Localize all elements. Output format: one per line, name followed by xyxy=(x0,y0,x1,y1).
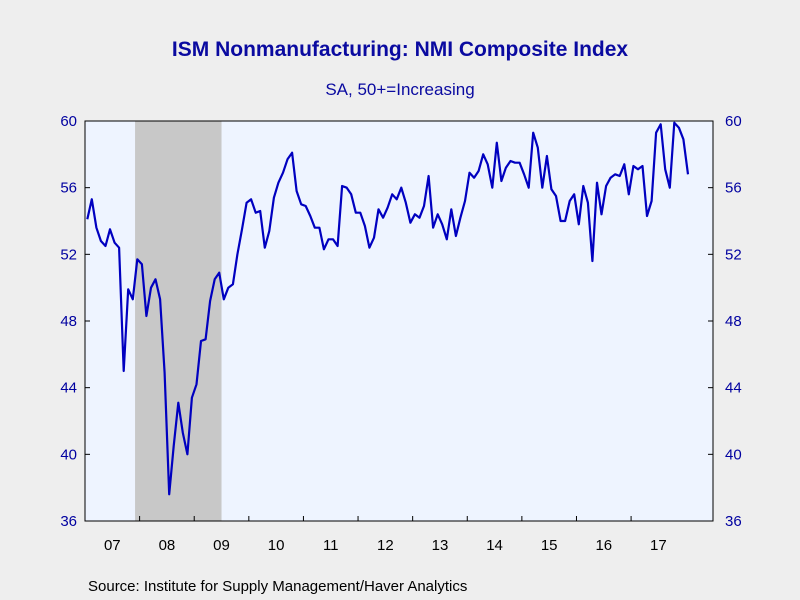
x-tick-label: 10 xyxy=(268,537,285,554)
x-tick-label: 07 xyxy=(104,537,121,554)
y-tick-label-right: 52 xyxy=(725,246,742,263)
series-line xyxy=(86,121,690,496)
x-tick-label: 15 xyxy=(541,537,558,554)
y-tick-label-right: 60 xyxy=(725,113,742,130)
y-tick-label-left: 56 xyxy=(60,180,77,197)
x-tick-label: 09 xyxy=(213,537,230,554)
y-tick-label-right: 36 xyxy=(725,513,742,530)
plot-frame xyxy=(84,120,714,522)
y-tick-label-right: 56 xyxy=(725,180,742,197)
x-tick-label: 12 xyxy=(377,537,394,554)
y-tick-label-left: 52 xyxy=(60,246,77,263)
x-tick-label: 17 xyxy=(650,537,667,554)
y-tick-label-left: 36 xyxy=(60,513,77,530)
y-tick-label-left: 40 xyxy=(60,446,77,463)
source-note: Source: Institute for Supply Management/… xyxy=(88,578,468,595)
x-tick-label: 13 xyxy=(432,537,449,554)
y-tick-label-right: 44 xyxy=(725,380,742,397)
y-tick-label-right: 40 xyxy=(725,446,742,463)
y-tick-label-left: 48 xyxy=(60,313,77,330)
x-tick-label: 11 xyxy=(323,537,339,554)
chart-title: ISM Nonmanufacturing: NMI Composite Inde… xyxy=(171,38,629,61)
x-tick-label: 16 xyxy=(595,537,612,554)
y-tick-label-right: 48 xyxy=(725,313,742,330)
y-tick-label-left: 44 xyxy=(60,380,77,397)
chart-subtitle: SA, 50+=Increasing xyxy=(325,80,475,99)
y-tick-label-left: 60 xyxy=(60,113,77,130)
x-tick-label: 14 xyxy=(486,537,503,554)
axis-labels: 36 36 40 40 44 44 48 48 52 52 56 56 60 60 07 08 09 10 11 12… xyxy=(60,113,741,554)
x-tick-label: 08 xyxy=(159,537,176,554)
